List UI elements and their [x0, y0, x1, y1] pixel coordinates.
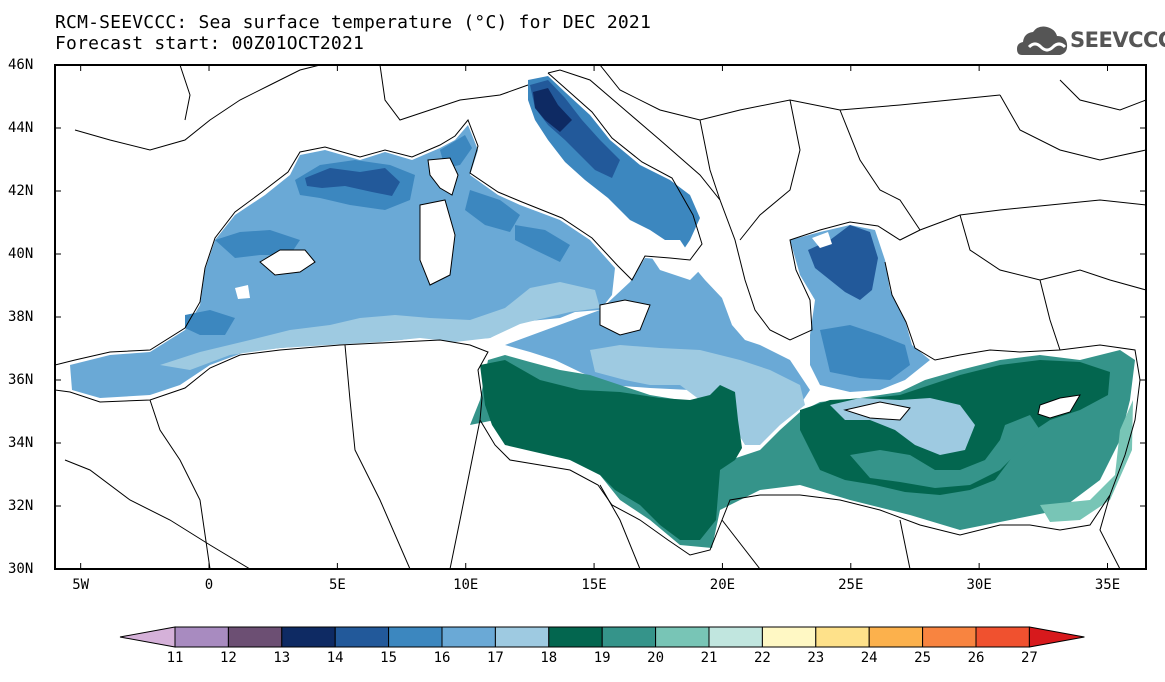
lon-label: 25E	[838, 577, 864, 593]
lat-label: 30N	[8, 561, 34, 577]
colorbar-tick-label: 12	[219, 650, 237, 666]
colorbar-box	[975, 626, 1030, 648]
colorbar-box	[922, 626, 977, 648]
lat-label: 40N	[8, 246, 34, 262]
colorbar-max-arrow	[1028, 626, 1085, 648]
lon-label: 30E	[966, 577, 992, 593]
colorbar-min-arrow	[119, 626, 176, 648]
aegean-field	[790, 225, 930, 392]
lon-label: 20E	[709, 577, 736, 593]
colorbar-tick-label: 26	[967, 650, 985, 666]
seevccc-logo: SEEVCCC	[1016, 22, 1165, 62]
lat-label: 44N	[8, 120, 34, 136]
colorbar-box	[761, 626, 817, 648]
colorbar-tick-label: 27	[1020, 650, 1038, 666]
lon-label: 0	[204, 577, 214, 593]
colorbar-box	[548, 626, 603, 648]
colorbar-box	[815, 626, 870, 648]
lat-label: 42N	[8, 183, 34, 199]
colorbar-box	[227, 626, 283, 648]
colorbar-box	[441, 626, 496, 648]
colorbar-tick-label: 13	[273, 650, 291, 666]
island-masks	[235, 158, 910, 420]
colorbar-tick-label: 14	[326, 650, 344, 666]
colorbar-tick-label: 21	[700, 650, 718, 666]
colorbar-tick-label: 24	[860, 650, 878, 666]
lon-label: 5W	[72, 577, 90, 593]
colorbar-box	[655, 626, 710, 648]
lat-label: 46N	[8, 57, 34, 73]
map-title: RCM-SEEVCCC: Sea surface temperature (°C…	[55, 12, 651, 33]
colorbar-tick-label: 11	[166, 650, 184, 666]
lat-label: 34N	[8, 435, 34, 451]
colorbar-tick-label: 19	[593, 650, 611, 666]
colorbar	[119, 626, 1085, 648]
colorbar-box	[601, 626, 657, 648]
colorbar-box	[281, 626, 336, 648]
western-basin-field	[70, 125, 615, 398]
lat-label: 36N	[8, 372, 34, 388]
lon-label: 5E	[328, 577, 346, 593]
colorbar-box	[494, 626, 550, 648]
colorbar-box	[868, 626, 924, 648]
colorbar-box	[708, 626, 763, 648]
adriatic-field	[528, 76, 700, 255]
central-basin-field	[505, 258, 810, 445]
lon-label: 15E	[581, 577, 607, 593]
coastlines	[55, 65, 1146, 569]
colorbar-box	[174, 626, 229, 648]
colorbar-tick-label: 20	[647, 650, 665, 666]
lat-label: 38N	[8, 309, 34, 325]
forecast-start-subtitle: Forecast start: 00Z01OCT2021	[55, 33, 365, 54]
lon-label: 35E	[1094, 577, 1121, 593]
colorbar-tick-label: 18	[540, 650, 558, 666]
island-outlines	[259, 157, 1081, 421]
colorbar-tick-label: 22	[753, 650, 771, 666]
colorbar-box	[388, 626, 443, 648]
cloud-icon	[1017, 26, 1068, 55]
colorbar-tick-label: 16	[433, 650, 451, 666]
colorbar-box	[334, 626, 390, 648]
colorbar-tick-label: 23	[807, 650, 825, 666]
colorbar-tick-label: 17	[486, 650, 504, 666]
logo-text: SEEVCCC	[1070, 28, 1165, 52]
colorbar-tick-label: 15	[380, 650, 398, 666]
colorbar-tick-label: 25	[914, 650, 932, 666]
lon-label: 10E	[453, 577, 479, 593]
lat-label: 32N	[8, 498, 34, 514]
